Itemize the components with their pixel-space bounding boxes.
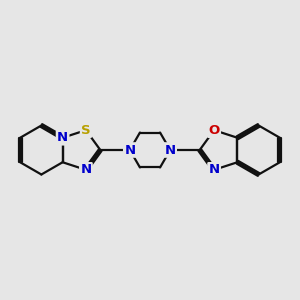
- Text: N: N: [124, 143, 135, 157]
- Text: N: N: [57, 131, 68, 144]
- Text: S: S: [81, 124, 91, 137]
- Text: O: O: [208, 124, 220, 137]
- Text: N: N: [80, 163, 92, 176]
- Text: N: N: [165, 143, 176, 157]
- Text: N: N: [208, 163, 220, 176]
